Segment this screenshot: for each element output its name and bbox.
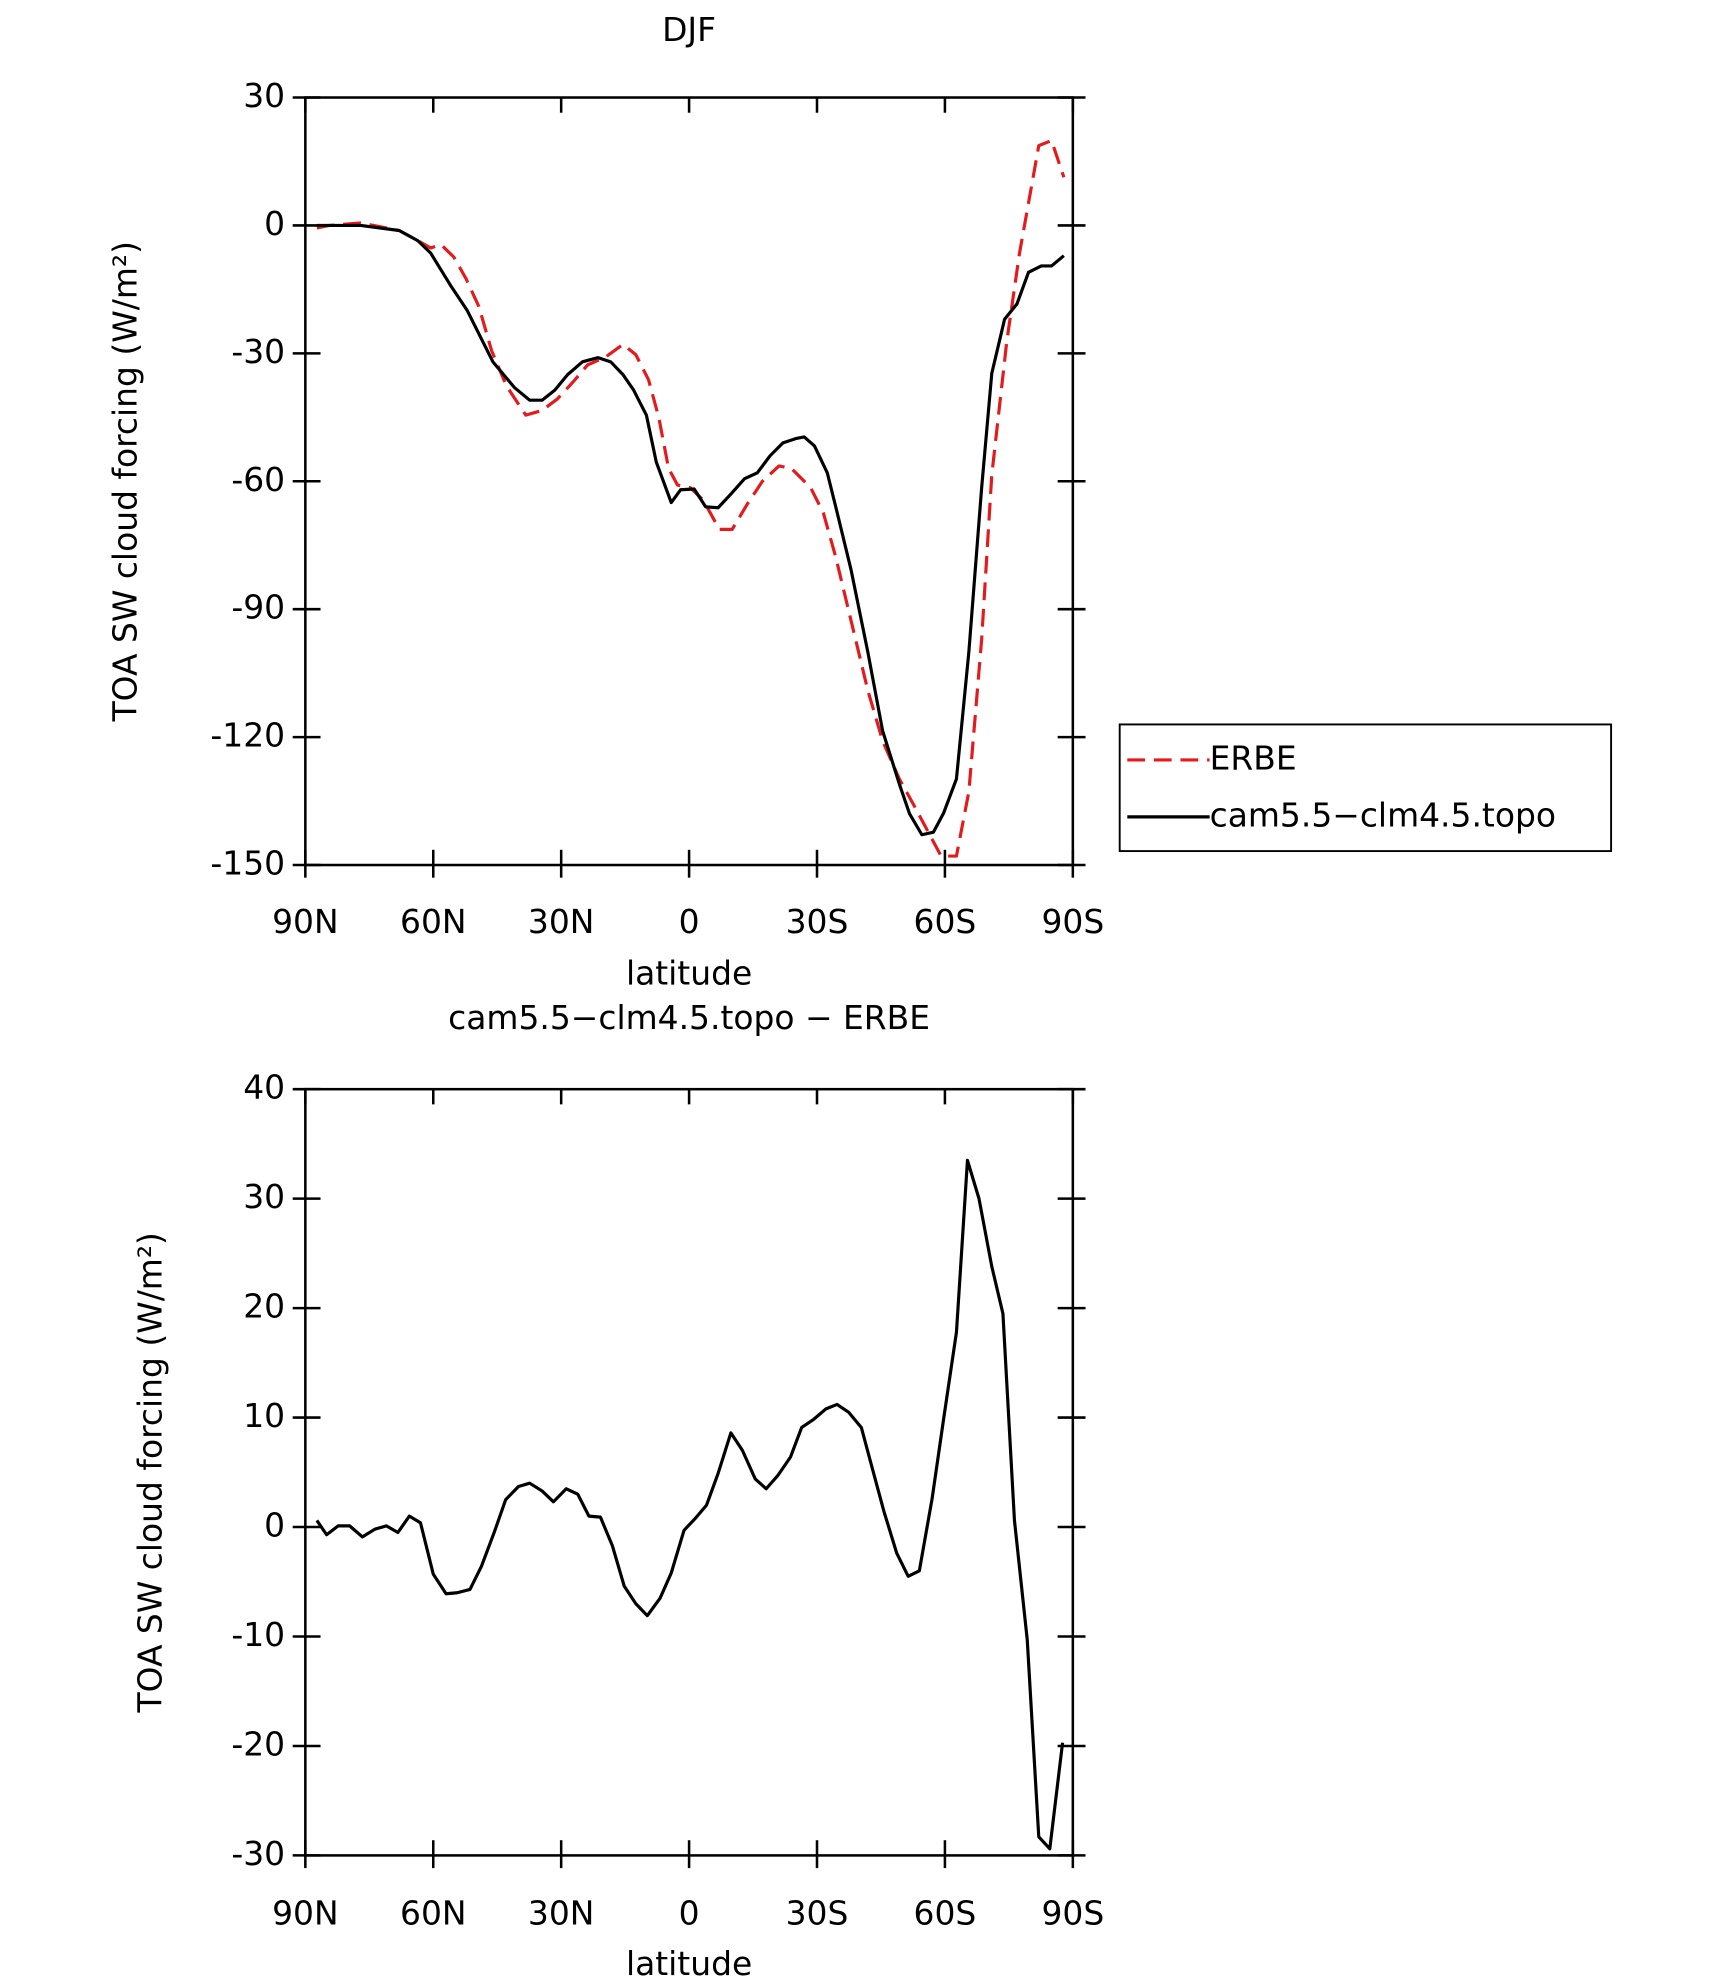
x-tick-label: 90S bbox=[1041, 902, 1104, 941]
plot-frame bbox=[304, 1087, 1075, 1857]
x-tick-label: 60N bbox=[400, 1893, 467, 1932]
y-tick-label: 30 bbox=[243, 76, 285, 115]
y-tick-label: -150 bbox=[210, 844, 285, 883]
y-tick-label: 30 bbox=[243, 1177, 285, 1216]
y-axis-label: TOA SW cloud forcing (W/m²) bbox=[105, 241, 144, 722]
x-tick-label: 30N bbox=[528, 902, 595, 941]
y-tick-label: -20 bbox=[231, 1724, 285, 1763]
y-tick-label: -90 bbox=[231, 588, 285, 627]
x-tick-label: 0 bbox=[679, 902, 700, 941]
x-axis-label: latitude bbox=[626, 954, 752, 993]
y-tick-label: -30 bbox=[231, 332, 285, 371]
x-tick-label: 90S bbox=[1041, 1893, 1104, 1932]
y-tick-label: -60 bbox=[231, 460, 285, 499]
chart-title: cam5.5−clm4.5.topo − ERBE bbox=[448, 998, 930, 1037]
data-line bbox=[316, 138, 1066, 858]
x-tick-label: 60S bbox=[914, 1893, 977, 1932]
x-tick-label: 0 bbox=[679, 1893, 700, 1932]
x-tick-label: 60N bbox=[400, 902, 467, 941]
x-tick-label: 60S bbox=[914, 902, 977, 941]
y-tick-label: -10 bbox=[231, 1615, 285, 1654]
data-line bbox=[315, 1158, 1065, 1851]
y-tick-label: 40 bbox=[243, 1068, 285, 1107]
x-tick-label: 30N bbox=[528, 1893, 595, 1932]
y-tick-label: 10 bbox=[243, 1396, 285, 1435]
legend-label: ERBE bbox=[1210, 738, 1297, 777]
y-tick-label: 0 bbox=[264, 204, 285, 243]
x-tick-label: 30S bbox=[786, 1893, 849, 1932]
data-line bbox=[316, 223, 1065, 837]
x-tick-label: 90N bbox=[272, 1893, 339, 1932]
x-axis-label: latitude bbox=[626, 1944, 752, 1977]
legend-label: cam5.5−clm4.5.topo bbox=[1210, 795, 1556, 834]
x-tick-label: 30S bbox=[786, 902, 849, 941]
y-tick-label: 20 bbox=[243, 1287, 285, 1326]
y-tick-label: -30 bbox=[231, 1834, 285, 1873]
legend-box bbox=[1118, 723, 1613, 853]
y-tick-label: 0 bbox=[264, 1506, 285, 1545]
chart-title: DJF bbox=[662, 10, 716, 49]
y-axis-label: TOA SW cloud forcing (W/m²) bbox=[131, 1232, 170, 1713]
x-tick-label: 90N bbox=[272, 902, 339, 941]
y-tick-label: -120 bbox=[210, 716, 285, 755]
